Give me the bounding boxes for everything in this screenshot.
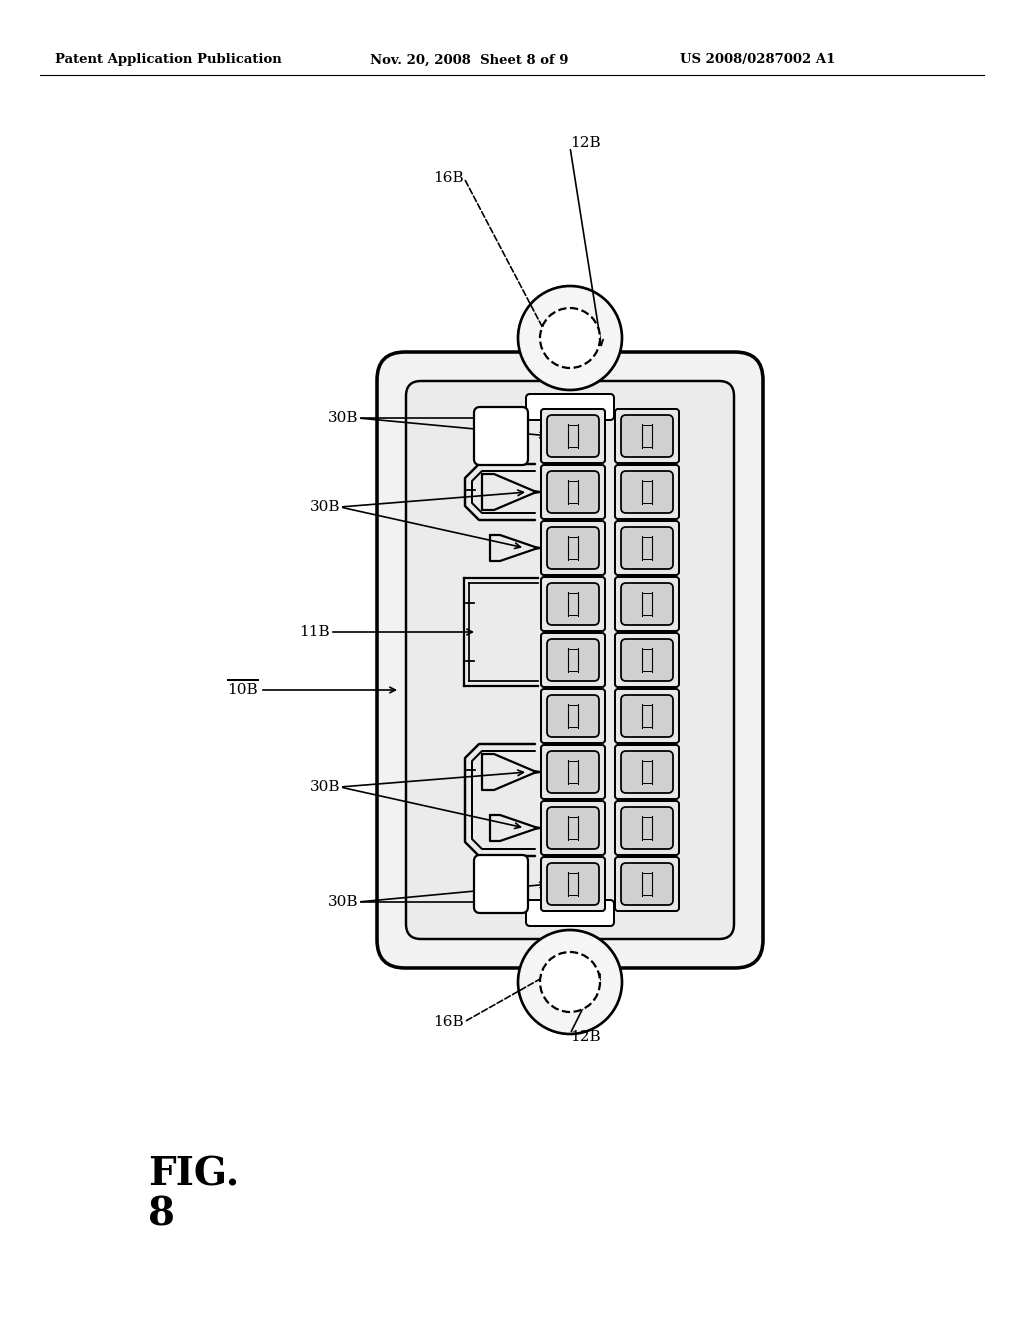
FancyBboxPatch shape	[615, 857, 679, 911]
FancyBboxPatch shape	[621, 807, 673, 849]
FancyBboxPatch shape	[547, 583, 599, 624]
FancyBboxPatch shape	[474, 407, 528, 465]
FancyBboxPatch shape	[615, 801, 679, 855]
FancyBboxPatch shape	[526, 393, 614, 420]
Text: 11B: 11B	[299, 624, 330, 639]
FancyBboxPatch shape	[547, 807, 599, 849]
FancyBboxPatch shape	[621, 583, 673, 624]
FancyBboxPatch shape	[621, 696, 673, 737]
FancyBboxPatch shape	[547, 414, 599, 457]
Text: 30B: 30B	[309, 500, 340, 513]
FancyBboxPatch shape	[406, 381, 734, 939]
FancyBboxPatch shape	[615, 465, 679, 519]
Circle shape	[518, 931, 622, 1034]
Text: 30B: 30B	[309, 780, 340, 795]
Circle shape	[540, 952, 600, 1012]
FancyBboxPatch shape	[621, 863, 673, 906]
FancyBboxPatch shape	[621, 751, 673, 793]
FancyBboxPatch shape	[621, 639, 673, 681]
FancyBboxPatch shape	[541, 409, 605, 463]
FancyBboxPatch shape	[547, 863, 599, 906]
FancyBboxPatch shape	[541, 521, 605, 576]
FancyBboxPatch shape	[615, 634, 679, 686]
FancyBboxPatch shape	[615, 409, 679, 463]
FancyBboxPatch shape	[541, 634, 605, 686]
FancyBboxPatch shape	[615, 744, 679, 799]
Circle shape	[540, 308, 600, 368]
FancyBboxPatch shape	[541, 801, 605, 855]
FancyBboxPatch shape	[615, 521, 679, 576]
FancyBboxPatch shape	[547, 696, 599, 737]
FancyBboxPatch shape	[621, 414, 673, 457]
FancyBboxPatch shape	[621, 527, 673, 569]
Text: FIG.: FIG.	[148, 1156, 240, 1195]
Text: 30B: 30B	[328, 895, 358, 909]
FancyBboxPatch shape	[541, 857, 605, 911]
Text: 10B: 10B	[227, 682, 258, 697]
Text: Patent Application Publication: Patent Application Publication	[55, 54, 282, 66]
FancyBboxPatch shape	[541, 577, 605, 631]
FancyBboxPatch shape	[547, 639, 599, 681]
FancyBboxPatch shape	[547, 471, 599, 513]
Text: Nov. 20, 2008  Sheet 8 of 9: Nov. 20, 2008 Sheet 8 of 9	[370, 54, 568, 66]
FancyBboxPatch shape	[621, 471, 673, 513]
FancyBboxPatch shape	[615, 689, 679, 743]
FancyBboxPatch shape	[377, 352, 763, 968]
FancyBboxPatch shape	[541, 689, 605, 743]
Text: 30B: 30B	[328, 411, 358, 425]
FancyBboxPatch shape	[547, 751, 599, 793]
Text: 12B: 12B	[570, 1030, 601, 1044]
FancyBboxPatch shape	[541, 744, 605, 799]
FancyBboxPatch shape	[547, 527, 599, 569]
Text: 16B: 16B	[433, 172, 464, 185]
Circle shape	[518, 286, 622, 389]
Text: 16B: 16B	[433, 1015, 464, 1030]
FancyBboxPatch shape	[526, 900, 614, 927]
Text: 12B: 12B	[570, 136, 601, 150]
FancyBboxPatch shape	[615, 577, 679, 631]
FancyBboxPatch shape	[541, 465, 605, 519]
Text: 8: 8	[148, 1196, 175, 1234]
Text: US 2008/0287002 A1: US 2008/0287002 A1	[680, 54, 836, 66]
FancyBboxPatch shape	[474, 855, 528, 913]
